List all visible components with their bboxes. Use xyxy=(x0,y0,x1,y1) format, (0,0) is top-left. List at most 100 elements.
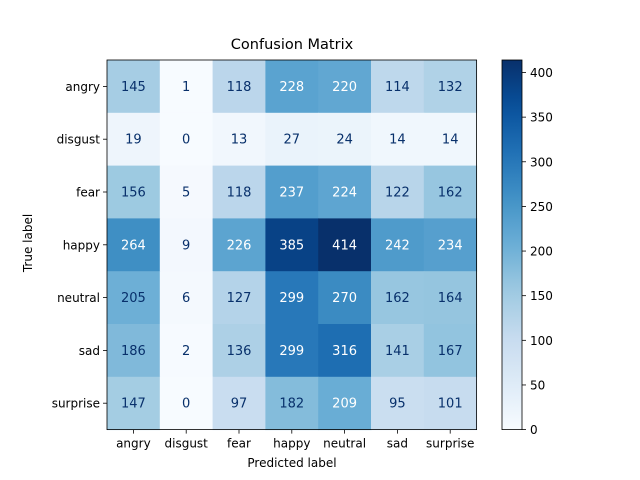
cell-value-label: 242 xyxy=(385,238,410,253)
cell-value-label: 118 xyxy=(227,186,252,201)
cell-value-label: 228 xyxy=(279,80,304,95)
cell-value-label: 162 xyxy=(438,186,463,201)
cell-value-label: 224 xyxy=(332,186,357,201)
heatmap-cell xyxy=(159,271,214,325)
y-tick-label: fear xyxy=(76,186,100,200)
y-tick-label: sad xyxy=(79,344,100,358)
cell-value-label: 220 xyxy=(332,80,357,95)
cell-value-label: 270 xyxy=(332,291,357,306)
cell-value-label: 316 xyxy=(332,344,357,359)
heatmap-cell xyxy=(107,324,161,378)
colorbar-tick-label: 400 xyxy=(530,66,553,80)
heatmap-cell xyxy=(159,60,214,114)
heatmap-cell xyxy=(371,112,425,167)
heatmap-cell xyxy=(212,218,266,272)
heatmap-cell xyxy=(371,271,425,325)
heatmap-cell xyxy=(423,218,478,272)
heatmap-cell xyxy=(423,271,478,325)
heatmap-cell xyxy=(212,324,266,378)
heatmap-cell xyxy=(107,218,161,272)
x-tick-label: surprise xyxy=(426,437,474,451)
y-axis-ticks: angry disgust fear happy neutral sad surprise xyxy=(52,80,107,411)
heatmap-cell xyxy=(265,165,319,219)
heatmap-cell xyxy=(371,165,425,219)
heatmap-cell xyxy=(318,112,372,167)
heatmap-cell xyxy=(318,376,372,431)
cell-value-label: 162 xyxy=(385,291,410,306)
cell-value-label: 0 xyxy=(182,133,190,148)
cell-value-label: 299 xyxy=(279,291,304,306)
heatmap-cell xyxy=(423,376,478,431)
cell-value-label: 414 xyxy=(332,238,357,253)
cell-value-label: 122 xyxy=(385,186,410,201)
heatmap-cell xyxy=(371,218,425,272)
heatmap-cell xyxy=(159,112,214,167)
heatmap-cell xyxy=(371,376,425,431)
cell-value-label: 101 xyxy=(438,397,463,412)
cell-value-label: 2 xyxy=(182,344,190,359)
heatmap-cells xyxy=(106,59,478,431)
cell-value-label: 234 xyxy=(438,238,463,253)
heatmap-cell xyxy=(371,60,425,114)
heatmap-cell xyxy=(265,271,319,325)
cell-value-label: 127 xyxy=(227,291,252,306)
cell-value-label: 264 xyxy=(121,238,146,253)
heatmap-cell xyxy=(423,112,478,167)
cell-value-label: 14 xyxy=(442,133,459,148)
heatmap-cell xyxy=(423,60,478,114)
heatmap-cell xyxy=(159,376,214,431)
cell-value-label: 237 xyxy=(279,186,304,201)
heatmap-cell xyxy=(318,271,372,325)
heatmap-cell xyxy=(265,218,319,272)
x-tick-label: sad xyxy=(387,437,408,451)
heatmap-cell xyxy=(107,112,161,167)
colorbar-tick-label: 50 xyxy=(530,378,545,392)
heatmap-cell xyxy=(318,324,372,378)
heatmap-cell xyxy=(265,324,319,378)
x-tick-label: neutral xyxy=(323,437,366,451)
cell-value-label: 114 xyxy=(385,80,410,95)
colorbar-tick-label: 350 xyxy=(530,111,553,125)
heatmap-cell xyxy=(107,165,161,219)
cell-value-label: 182 xyxy=(279,397,304,412)
heatmap-cell xyxy=(107,60,161,114)
y-tick-label: angry xyxy=(65,80,100,94)
heatmap-cell xyxy=(212,271,266,325)
heatmap-cell xyxy=(371,324,425,378)
heatmap-cell xyxy=(318,165,372,219)
cell-value-label: 19 xyxy=(125,133,142,148)
cell-value-label: 145 xyxy=(121,80,146,95)
heatmap-cell xyxy=(265,60,319,114)
colorbar-tick-label: 250 xyxy=(530,200,553,214)
y-tick-label: surprise xyxy=(52,397,100,411)
cell-value-label: 164 xyxy=(438,291,463,306)
cell-value-label: 132 xyxy=(438,80,463,95)
cell-value-label: 13 xyxy=(231,133,248,148)
heatmap-cell xyxy=(423,165,478,219)
x-axis-label: Predicted label xyxy=(247,456,336,470)
x-tick-label: fear xyxy=(227,437,251,451)
heatmap-cell xyxy=(318,218,372,272)
heatmap-cell xyxy=(159,324,214,378)
y-tick-label: neutral xyxy=(57,291,100,305)
cell-value-label: 141 xyxy=(385,344,410,359)
y-tick-label: disgust xyxy=(57,133,101,147)
colorbar-tick-label: 150 xyxy=(530,289,553,303)
cell-value-label: 97 xyxy=(231,397,248,412)
chart-title: Confusion Matrix xyxy=(231,37,354,53)
heatmap-cell xyxy=(159,218,214,272)
y-tick-label: happy xyxy=(63,238,100,252)
cell-value-label: 385 xyxy=(279,238,304,253)
heatmap-cell xyxy=(265,376,319,431)
cell-value-label: 226 xyxy=(227,238,252,253)
cell-value-label: 0 xyxy=(182,397,190,412)
colorbar-tick-label: 0 xyxy=(530,423,538,437)
heatmap-cell xyxy=(212,165,266,219)
x-axis-ticks: angry disgust fear happy neutral sad surprise xyxy=(116,429,474,451)
y-axis-label: True label xyxy=(21,214,35,273)
heatmap-cell xyxy=(423,324,478,378)
heatmap-cell xyxy=(212,60,266,114)
x-tick-label: angry xyxy=(116,437,151,451)
